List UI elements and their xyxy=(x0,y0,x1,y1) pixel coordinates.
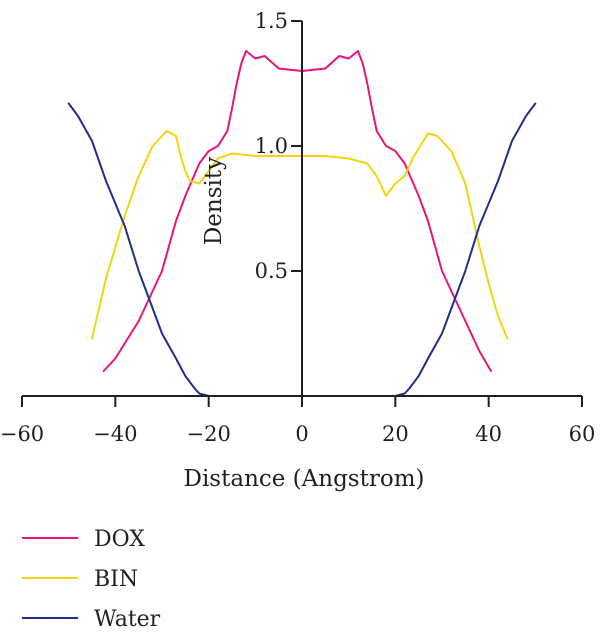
x-tick-label: −20 xyxy=(187,422,231,446)
y-axis-title: Density xyxy=(201,157,227,245)
legend-label-water: Water xyxy=(94,607,161,632)
x-tick-label: 0 xyxy=(295,422,308,446)
y-tick-label: 0.5 xyxy=(255,259,288,283)
x-tick-label: −60 xyxy=(0,422,44,446)
x-axis-title: Distance (Angstrom) xyxy=(184,466,425,492)
legend: DOX BIN Water xyxy=(22,527,161,632)
x-tick-label: −40 xyxy=(93,422,137,446)
series-line-dox xyxy=(102,50,492,372)
x-tick-label: 60 xyxy=(569,422,596,446)
y-tick-label: 1.0 xyxy=(255,134,288,158)
tick-layer: −60 −40 −20 0 20 40 60 0.5 1.0 1.5 xyxy=(0,9,595,446)
legend-label-dox: DOX xyxy=(94,527,145,552)
legend-label-bin: BIN xyxy=(94,567,138,592)
axes-layer xyxy=(22,21,582,397)
series-line-bin xyxy=(91,130,509,340)
x-tick-label: 20 xyxy=(382,422,409,446)
y-tick-label: 1.5 xyxy=(255,9,288,33)
x-tick-label: 40 xyxy=(475,422,502,446)
